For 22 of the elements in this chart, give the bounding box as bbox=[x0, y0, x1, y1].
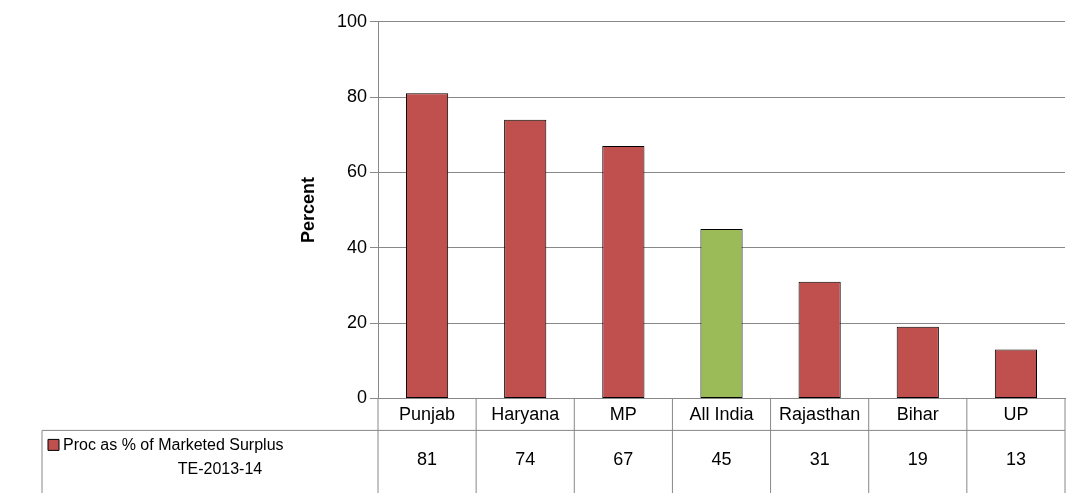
data-label: 81 bbox=[417, 449, 438, 470]
data-label: 45 bbox=[711, 449, 732, 470]
y-tick-label: 80 bbox=[346, 86, 367, 107]
y-tick-label: 0 bbox=[356, 387, 367, 408]
x-tick-label: Rajasthan bbox=[779, 404, 861, 425]
y-tick-label: 20 bbox=[346, 312, 367, 333]
x-tick-label: Punjab bbox=[399, 404, 456, 425]
data-label: 74 bbox=[515, 449, 536, 470]
x-tick-label: MP bbox=[609, 404, 637, 425]
y-axis-title: Percent bbox=[297, 177, 318, 244]
y-tick-label: 60 bbox=[346, 161, 367, 182]
y-tick-label: 100 bbox=[336, 10, 367, 31]
x-tick-label: All India bbox=[689, 404, 755, 425]
x-tick-label: UP bbox=[1003, 404, 1029, 425]
data-label: 31 bbox=[809, 449, 830, 470]
x-tick-label: Bihar bbox=[896, 404, 939, 425]
legend-label: Proc as % of Marketed Surplus TE-2013-14 bbox=[63, 435, 284, 477]
data-label: 19 bbox=[907, 449, 928, 470]
y-tick-label: 40 bbox=[346, 236, 367, 257]
data-label: 13 bbox=[1005, 449, 1026, 470]
data-label: 67 bbox=[613, 449, 634, 470]
x-tick-label: Haryana bbox=[491, 404, 561, 425]
